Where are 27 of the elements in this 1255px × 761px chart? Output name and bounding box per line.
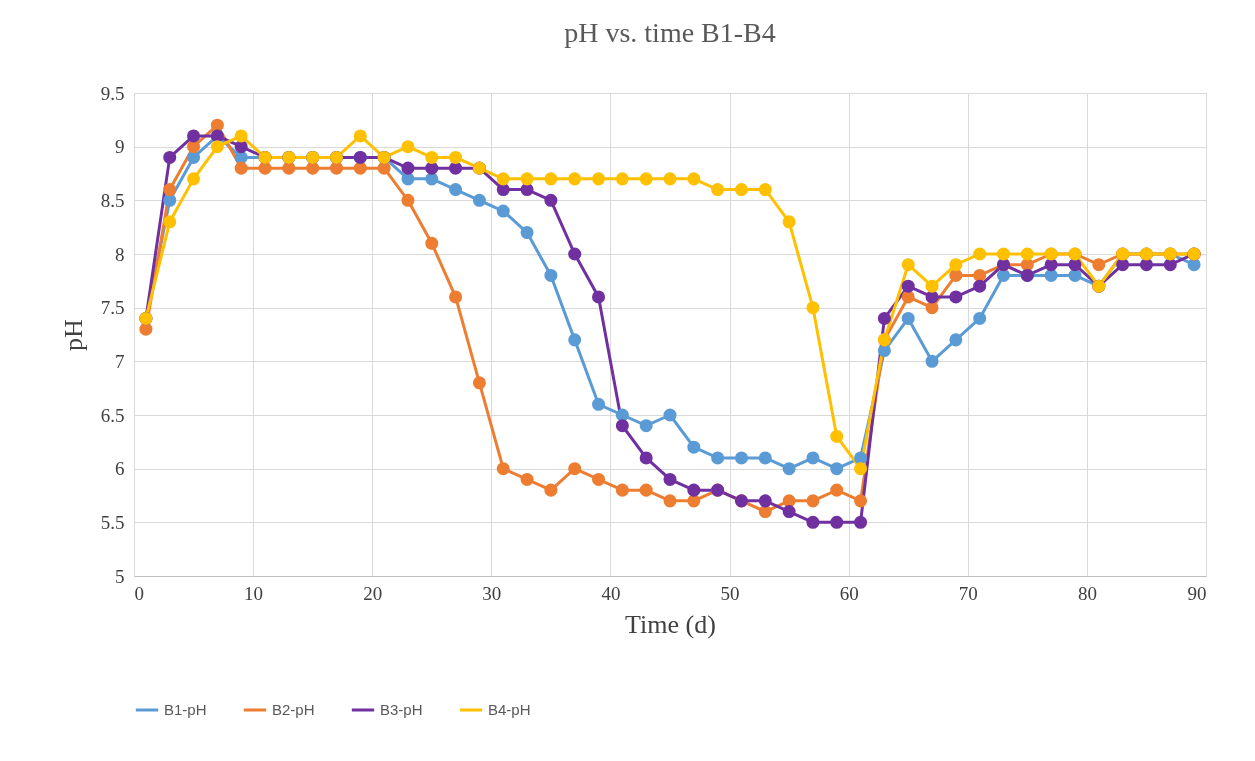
y-tick-label: 9.5 <box>100 82 125 104</box>
y-tick-label: 9 <box>115 136 125 158</box>
x-tick-label: 80 <box>1077 582 1097 604</box>
legend-label: B3-pH <box>380 701 423 718</box>
chart-title: pH vs. time B1-B4 <box>564 17 776 48</box>
y-axis-title: pH <box>58 318 88 351</box>
x-tick-label: 0 <box>134 582 144 604</box>
x-tick-label: 40 <box>601 582 621 604</box>
x-tick-label: 10 <box>244 582 264 604</box>
x-axis-title: Time (d) <box>625 609 716 639</box>
legend-label: B1-pH <box>164 701 207 718</box>
x-tick-label: 50 <box>720 582 740 604</box>
y-tick-label: 7 <box>115 350 125 372</box>
x-tick-label: 60 <box>839 582 859 604</box>
x-tick-label: 70 <box>958 582 978 604</box>
x-tick-label: 30 <box>482 582 502 604</box>
y-tick-label: 6.5 <box>100 404 125 426</box>
legend-label: B4-pH <box>488 701 531 718</box>
y-tick-label: 7.5 <box>100 297 125 319</box>
y-tick-label: 8 <box>115 243 125 265</box>
y-tick-label: 6 <box>115 458 125 480</box>
y-tick-label: 5.5 <box>100 511 125 533</box>
x-tick-label: 90 <box>1187 582 1207 604</box>
legend-label: B2-pH <box>272 701 315 718</box>
y-tick-label: 8.5 <box>100 189 125 211</box>
x-tick-label: 20 <box>363 582 383 604</box>
y-tick-label: 5 <box>115 565 125 587</box>
